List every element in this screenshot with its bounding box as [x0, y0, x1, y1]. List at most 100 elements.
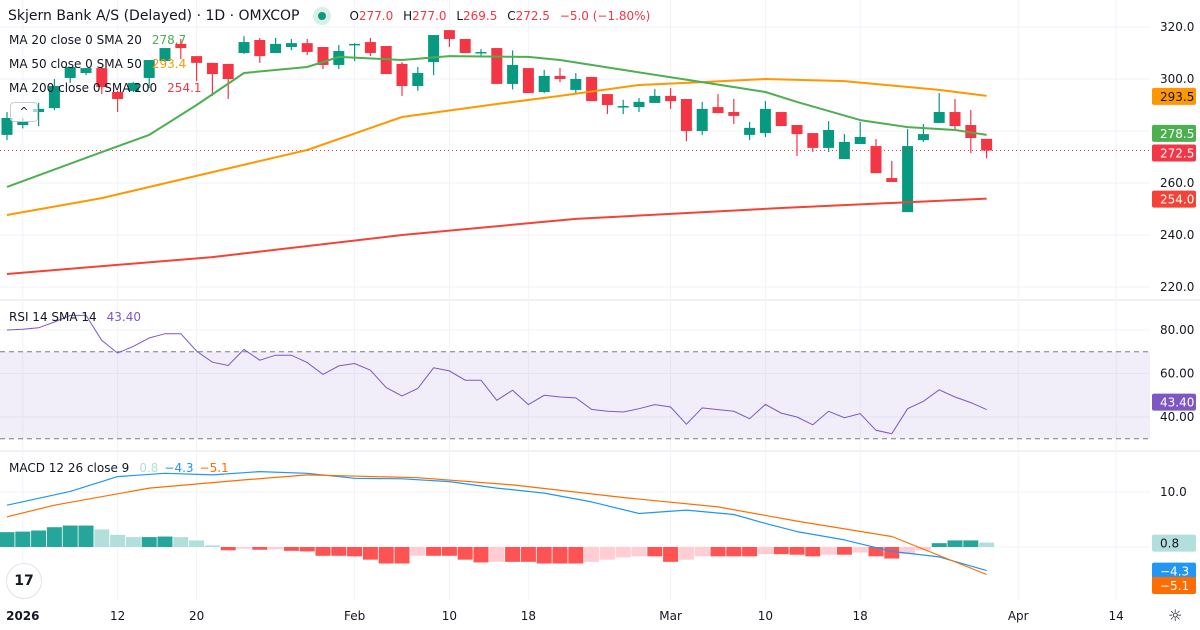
badge-text: 293.5 [1160, 90, 1194, 104]
candle [491, 48, 503, 84]
candles [1, 30, 993, 213]
candle [902, 129, 914, 213]
candle-body [159, 48, 171, 62]
ma200-line [6, 197, 987, 275]
price-badge-macd: −4.3 [1152, 562, 1196, 580]
candle [238, 36, 250, 55]
time-axis-label: Mar [659, 609, 682, 623]
low-label: L [456, 9, 463, 23]
candle-body [917, 134, 929, 141]
candle [96, 67, 108, 95]
macd-histogram-bar [836, 547, 852, 555]
rsi-axis-label: 40.00 [1160, 410, 1194, 424]
candle [917, 123, 929, 142]
macd-histogram-bar [821, 547, 837, 555]
candle [459, 38, 471, 53]
macd-histogram-bar [141, 537, 157, 547]
legend-macd[interactable]: MACD 12 26 close 9 0.8 −4.3 −5.1 [9, 461, 229, 475]
legend-ma20[interactable]: MA 20 close 0 SMA 20 278.7 [9, 33, 186, 47]
macd-histogram-bar [568, 547, 584, 564]
candle-body [96, 68, 108, 88]
candle-body [17, 121, 29, 126]
candle-body [601, 94, 613, 105]
candle-body [744, 127, 756, 135]
candle [522, 68, 534, 94]
legend-value: 43.40 [106, 310, 142, 324]
candle [206, 62, 218, 96]
candle-body [696, 108, 708, 131]
open-label: O [349, 9, 359, 23]
macd-histogram-bar [110, 534, 126, 547]
candle-body [886, 178, 898, 182]
candle [617, 99, 629, 115]
macd-histogram-bar [584, 547, 600, 562]
macd-histogram-bar [46, 527, 62, 547]
legend-hist-value: 0.8 [139, 461, 159, 475]
symbol-title[interactable]: Skjern Bank A/S (Delayed) · 1D · OMXCOP [8, 8, 300, 24]
macd-histogram-bar [441, 547, 457, 556]
macd-histogram-bar [647, 547, 663, 557]
open-value: 277.0 [358, 9, 394, 23]
candle-body [554, 75, 566, 79]
price-axis-label: 300.0 [1160, 72, 1194, 86]
candle [317, 47, 329, 70]
macd-histogram-bar [299, 547, 315, 552]
candle-body [1, 118, 13, 135]
price-badge-ma200: 254.0 [1152, 190, 1196, 208]
candle-body [712, 107, 724, 114]
macd-histogram-bar [268, 547, 284, 550]
macd-histogram-bar [979, 542, 995, 547]
candle [191, 56, 203, 82]
time-axis-label: 18 [853, 609, 868, 623]
candle [270, 37, 282, 53]
candle-body [112, 92, 124, 100]
candle-body [617, 106, 629, 108]
candle-body [491, 48, 503, 84]
candle-body [143, 60, 155, 78]
badge-bg [1152, 393, 1196, 411]
candle-body [33, 108, 45, 113]
collapse-legend-button[interactable]: ^ [10, 102, 38, 122]
candle [933, 93, 945, 123]
price-badge-hist: 0.8 [1152, 534, 1196, 552]
tradingview-logo-icon[interactable]: 17 [6, 563, 42, 599]
candle [475, 49, 487, 57]
candle-body [238, 42, 250, 53]
macd-histogram-bar [947, 540, 963, 547]
candle-body [191, 56, 203, 63]
candle-body [680, 99, 692, 131]
candle-body [775, 112, 787, 127]
macd-histogram-bar [236, 547, 252, 549]
candle-body [665, 95, 677, 102]
macd-histogram-bar [520, 547, 536, 562]
candle-body [64, 67, 76, 78]
price-badge-ma50: 293.5 [1152, 87, 1196, 105]
macd-histogram-bar [220, 547, 236, 551]
legend-rsi[interactable]: RSI 14 SMA 14 43.40 [9, 310, 141, 324]
macd-histogram-bar [410, 547, 426, 556]
price-axis-label: 320.0 [1160, 20, 1194, 34]
legend-macd-value: −4.3 [164, 461, 194, 475]
legend-signal-value: −5.1 [199, 461, 229, 475]
legend-ma200[interactable]: MA 200 close 0 SMA 200 254.1 [9, 81, 202, 95]
legend-ma50[interactable]: MA 50 close 0 SMA 50 293.4 [9, 57, 186, 71]
candle [744, 121, 756, 141]
candle-body [791, 125, 803, 135]
gear-icon[interactable]: ☼ [1168, 606, 1183, 625]
candle-body [48, 86, 60, 109]
candle [48, 79, 60, 111]
candle [428, 35, 440, 76]
macd-histogram-bar [347, 547, 363, 557]
time-axis-label: 2026 [6, 609, 39, 623]
candle-body [428, 35, 440, 63]
candle-body [633, 101, 645, 108]
candle [301, 38, 313, 56]
legend-label: MA 20 close 0 SMA 20 [9, 33, 142, 47]
macd-histogram-bar [694, 547, 710, 557]
macd-histogram-bar [678, 547, 694, 560]
macd-histogram-bar [0, 532, 15, 547]
macd-histogram-bar [615, 547, 631, 558]
candle [886, 160, 898, 182]
badge-bg [1152, 124, 1196, 142]
